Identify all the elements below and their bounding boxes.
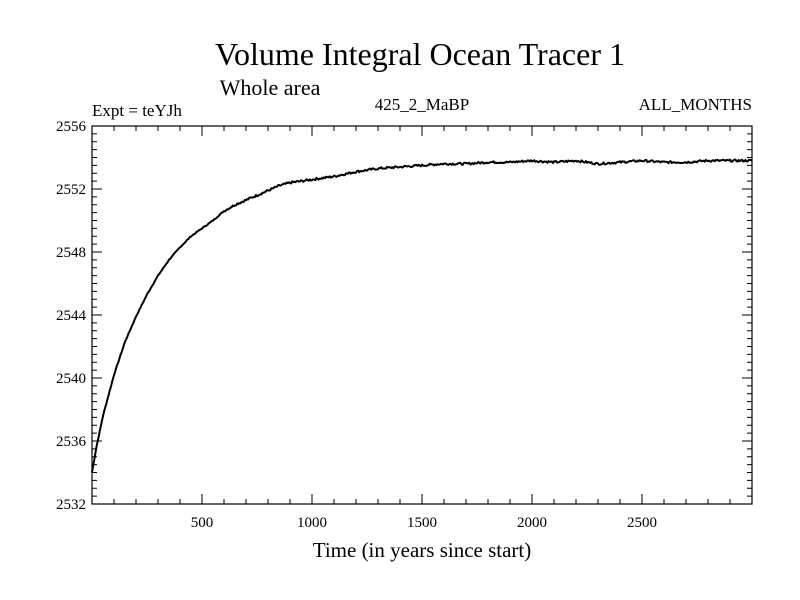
- y-tick-label: 2544: [56, 308, 87, 324]
- series-line: [91, 158, 753, 473]
- y-axis: 2532 2536 2540 2544 2548 2552 2556: [56, 119, 752, 513]
- x-axis-label: Time (in years since start): [313, 538, 532, 562]
- run-label: 425_2_MaBP: [375, 95, 469, 114]
- y-tick-label: 2540: [56, 371, 86, 387]
- plot-frame: [91, 125, 753, 505]
- x-axis: 500 1000 1500 2000 2500: [113, 126, 731, 531]
- y-tick-label: 2556: [56, 119, 87, 135]
- chart-title: Volume Integral Ocean Tracer 1: [215, 36, 625, 72]
- x-tick-label: 1500: [407, 515, 437, 531]
- chart-subtitle: Whole area: [220, 75, 321, 100]
- y-tick-label: 2536: [56, 434, 87, 450]
- x-tick-label: 2500: [627, 515, 657, 531]
- y-tick-label: 2532: [56, 497, 86, 513]
- y-tick-label: 2548: [56, 245, 86, 261]
- expt-label: Expt = teYJh: [92, 101, 182, 120]
- x-tick-label: 2000: [517, 515, 547, 531]
- period-label: ALL_MONTHS: [639, 95, 752, 114]
- x-tick-label: 500: [191, 515, 214, 531]
- y-tick-label: 2552: [56, 182, 86, 198]
- x-tick-label: 1000: [297, 515, 327, 531]
